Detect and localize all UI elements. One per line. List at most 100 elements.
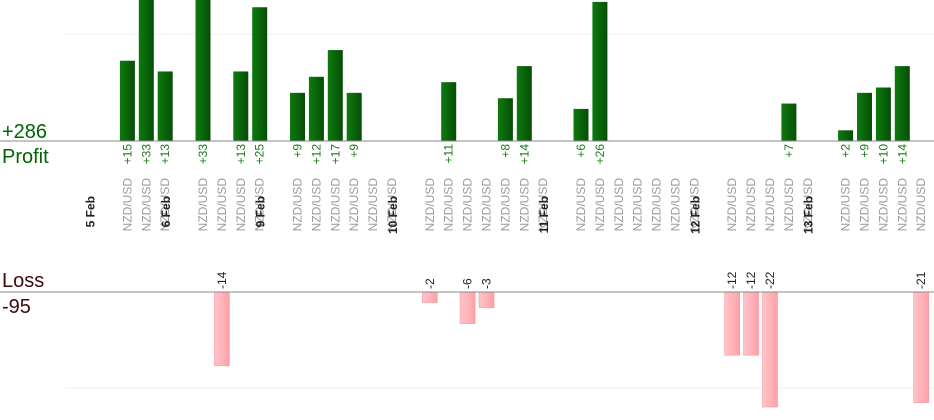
pair-label: NZD/USD — [895, 178, 909, 232]
loss-bar — [762, 291, 778, 408]
loss-value-label: -12 — [725, 271, 739, 289]
pair-label: NZD/USD — [158, 178, 172, 232]
profit-bar — [119, 60, 135, 141]
loss-value-label: -12 — [744, 271, 758, 289]
pair-label: NZD/USD — [480, 178, 494, 232]
profit-bar — [290, 92, 305, 141]
pair-label: NZD/USD — [347, 178, 361, 232]
pair-label: NZD/USD — [669, 178, 683, 232]
profit-bar — [838, 130, 854, 141]
profit-value-label: +10 — [876, 144, 890, 165]
pair-label: NZD/USD — [574, 178, 588, 232]
pair-label: NZD/USD — [801, 178, 815, 232]
profit-value-label: +9 — [347, 144, 361, 158]
profit-bar — [592, 1, 608, 142]
pair-label: NZD/USD — [291, 178, 305, 232]
pair-label: NZD/USD — [839, 178, 853, 232]
date-label: 9 Feb — [254, 196, 268, 227]
loss-value-label: -21 — [914, 271, 928, 289]
profit-value-label: +25 — [253, 144, 267, 165]
pair-label: NZD/USD — [385, 178, 399, 232]
profit-bar — [516, 66, 532, 141]
profit-bar — [233, 71, 249, 141]
labels: +15 NZD/USD +33 NZD/USD +13 NZD/USD +33 NZD/USD… — [84, 144, 934, 289]
loss-value-label: -14 — [215, 271, 229, 289]
pair-label: NZD/USD — [234, 178, 248, 232]
date-label: 6 Feb — [159, 196, 173, 227]
pair-label: NZD/USD — [612, 178, 626, 232]
pair-label: NZD/USD — [517, 178, 531, 232]
loss-bar — [913, 291, 930, 403]
profit-bar — [308, 76, 324, 141]
loss-bar — [724, 291, 741, 356]
profit-bar — [252, 7, 268, 141]
pair-label: NZD/USD — [725, 178, 739, 232]
pair-label: NZD/USD — [876, 178, 890, 232]
loss-bar — [478, 291, 495, 309]
loss-value-label: -2 — [423, 278, 437, 289]
pair-label: NZD/USD — [461, 178, 475, 232]
profit-value-label: +11 — [442, 144, 456, 164]
profit-value-label: +9 — [291, 144, 305, 158]
profit-bar — [875, 87, 891, 141]
profit-value-label: +6 — [574, 144, 588, 158]
loss-value-label: -6 — [461, 278, 475, 289]
profit-value-label: +33 — [139, 144, 153, 165]
profit-bar — [441, 82, 457, 141]
profit-bar — [138, 0, 154, 141]
profit-bar — [195, 0, 211, 141]
profit-bar — [857, 92, 872, 141]
pair-label: NZD/USD — [423, 178, 437, 232]
loss-label: Loss — [2, 270, 44, 292]
date-label: 12 Feb — [688, 196, 702, 234]
profit-value-label: +17 — [328, 144, 342, 165]
pair-label: NZD/USD — [366, 178, 380, 232]
profit-total: +286 — [2, 121, 47, 143]
profit-bar — [781, 103, 797, 141]
pair-label: NZD/USD — [763, 178, 777, 232]
profit-value-label: +7 — [782, 144, 796, 158]
loss-bar — [421, 291, 438, 303]
date-label: 10 Feb — [386, 196, 400, 234]
pair-label: NZD/USD — [442, 178, 456, 232]
profit-value-label: +14 — [517, 144, 531, 165]
pair-label: NZD/USD — [536, 178, 550, 232]
pair-label: NZD/USD — [914, 178, 928, 232]
profit-value-label: +12 — [309, 144, 323, 165]
pair-label: NZD/USD — [253, 178, 267, 232]
loss-value-label: -22 — [763, 271, 777, 289]
profit-bar — [346, 92, 362, 141]
pair-label: NZD/USD — [120, 178, 134, 232]
date-label: 11 Feb — [537, 196, 551, 233]
date-label: 13 Feb — [802, 196, 816, 234]
pair-label: NZD/USD — [744, 178, 758, 232]
pair-label: NZD/USD — [858, 178, 872, 232]
bars — [119, 0, 930, 408]
loss-value-label: -3 — [480, 278, 494, 289]
profit-value-label: +15 — [120, 144, 134, 165]
profit-bar — [497, 98, 513, 141]
loss-bar — [214, 291, 230, 367]
profit-value-label: +13 — [158, 144, 172, 165]
pair-label: NZD/USD — [498, 178, 512, 232]
profit-value-label: +33 — [196, 144, 210, 165]
profit-value-label: +14 — [895, 144, 909, 165]
profit-value-label: +2 — [839, 144, 853, 158]
profit-bar — [327, 50, 343, 141]
profit-value-label: +8 — [498, 144, 512, 158]
date-label: 5 Feb — [84, 196, 98, 227]
profit-bar — [573, 108, 589, 141]
profit-label: Profit — [2, 146, 49, 168]
loss-bar — [459, 291, 476, 324]
loss-bar — [743, 291, 759, 356]
profit-bar — [157, 71, 173, 141]
pair-label: NZD/USD — [309, 178, 323, 232]
pair-label: NZD/USD — [593, 178, 607, 232]
pair-label: NZD/USD — [650, 178, 664, 232]
loss-total: -95 — [2, 296, 31, 318]
pair-label: NZD/USD — [782, 178, 796, 232]
profit-value-label: +13 — [234, 144, 248, 165]
profit-value-label: +26 — [593, 144, 607, 165]
profit-bar — [894, 66, 910, 141]
